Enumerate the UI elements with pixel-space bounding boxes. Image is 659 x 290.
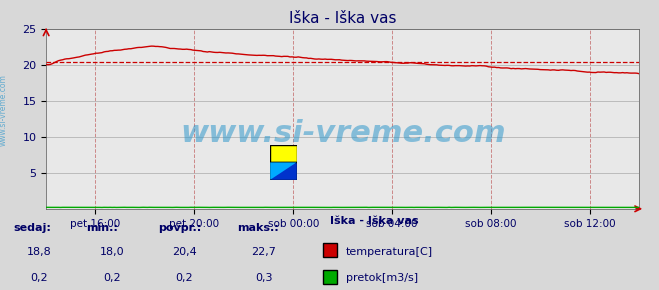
Polygon shape: [270, 162, 297, 180]
Text: 0,2: 0,2: [31, 273, 48, 283]
Text: www.si-vreme.com: www.si-vreme.com: [0, 74, 8, 146]
Text: 22,7: 22,7: [251, 247, 276, 257]
FancyBboxPatch shape: [270, 145, 297, 162]
Title: Iška - Iška vas: Iška - Iška vas: [289, 11, 397, 26]
Text: min.:: min.:: [86, 223, 117, 233]
Text: 0,2: 0,2: [103, 273, 121, 283]
Text: www.si-vreme.com: www.si-vreme.com: [180, 119, 505, 148]
Text: Iška - Iška vas: Iška - Iška vas: [330, 216, 418, 226]
Text: pretok[m3/s]: pretok[m3/s]: [346, 273, 418, 283]
Text: 18,0: 18,0: [100, 247, 125, 257]
Text: maks.:: maks.:: [237, 223, 279, 233]
FancyBboxPatch shape: [323, 270, 337, 284]
Text: 18,8: 18,8: [27, 247, 52, 257]
Text: 0,3: 0,3: [255, 273, 272, 283]
FancyBboxPatch shape: [270, 162, 297, 180]
Text: povpr.:: povpr.:: [158, 223, 202, 233]
FancyBboxPatch shape: [323, 243, 337, 257]
Text: temperatura[C]: temperatura[C]: [346, 247, 433, 257]
Text: 0,2: 0,2: [176, 273, 193, 283]
Text: sedaj:: sedaj:: [13, 223, 51, 233]
Text: 20,4: 20,4: [172, 247, 197, 257]
